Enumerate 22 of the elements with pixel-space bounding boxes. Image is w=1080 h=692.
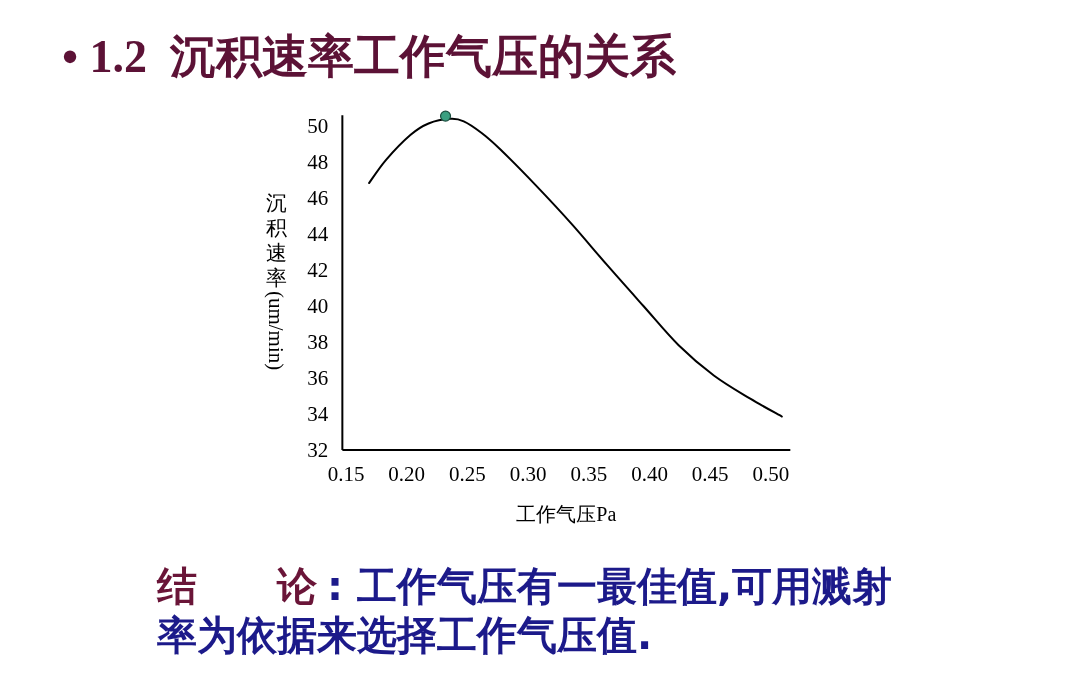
y-tick: 48 bbox=[307, 150, 329, 174]
x-tick: 0.35 bbox=[570, 462, 608, 486]
y-tick: 36 bbox=[307, 366, 329, 390]
x-label: 工作气压Pa bbox=[516, 503, 617, 525]
y-tick: 40 bbox=[307, 294, 329, 318]
y-tick: 42 bbox=[307, 258, 329, 282]
y-tick: 50 bbox=[307, 114, 329, 138]
y-tick: 46 bbox=[307, 186, 329, 210]
y-label: 沉积速率(um/min) bbox=[264, 191, 288, 371]
y-tick: 34 bbox=[307, 402, 329, 426]
x-tick: 0.20 bbox=[388, 462, 426, 486]
y-tick: 32 bbox=[307, 438, 329, 462]
y-tick: 38 bbox=[307, 330, 329, 354]
x-tick: 0.50 bbox=[752, 462, 790, 486]
x-tick: 0.30 bbox=[509, 462, 547, 486]
title: • 1.2 沉积速率工作气压的关系 bbox=[62, 31, 677, 82]
x-tick: 0.40 bbox=[631, 462, 668, 486]
x-tick: 0.45 bbox=[691, 462, 729, 486]
y-tick: 44 bbox=[307, 222, 329, 246]
x-tick: 0.25 bbox=[449, 462, 486, 486]
annotation: 结 论 : 工作气压有一最佳值,可用溅射率为依据来选择工作气压值. bbox=[157, 562, 894, 660]
x-tick: 0.15 bbox=[327, 462, 365, 486]
